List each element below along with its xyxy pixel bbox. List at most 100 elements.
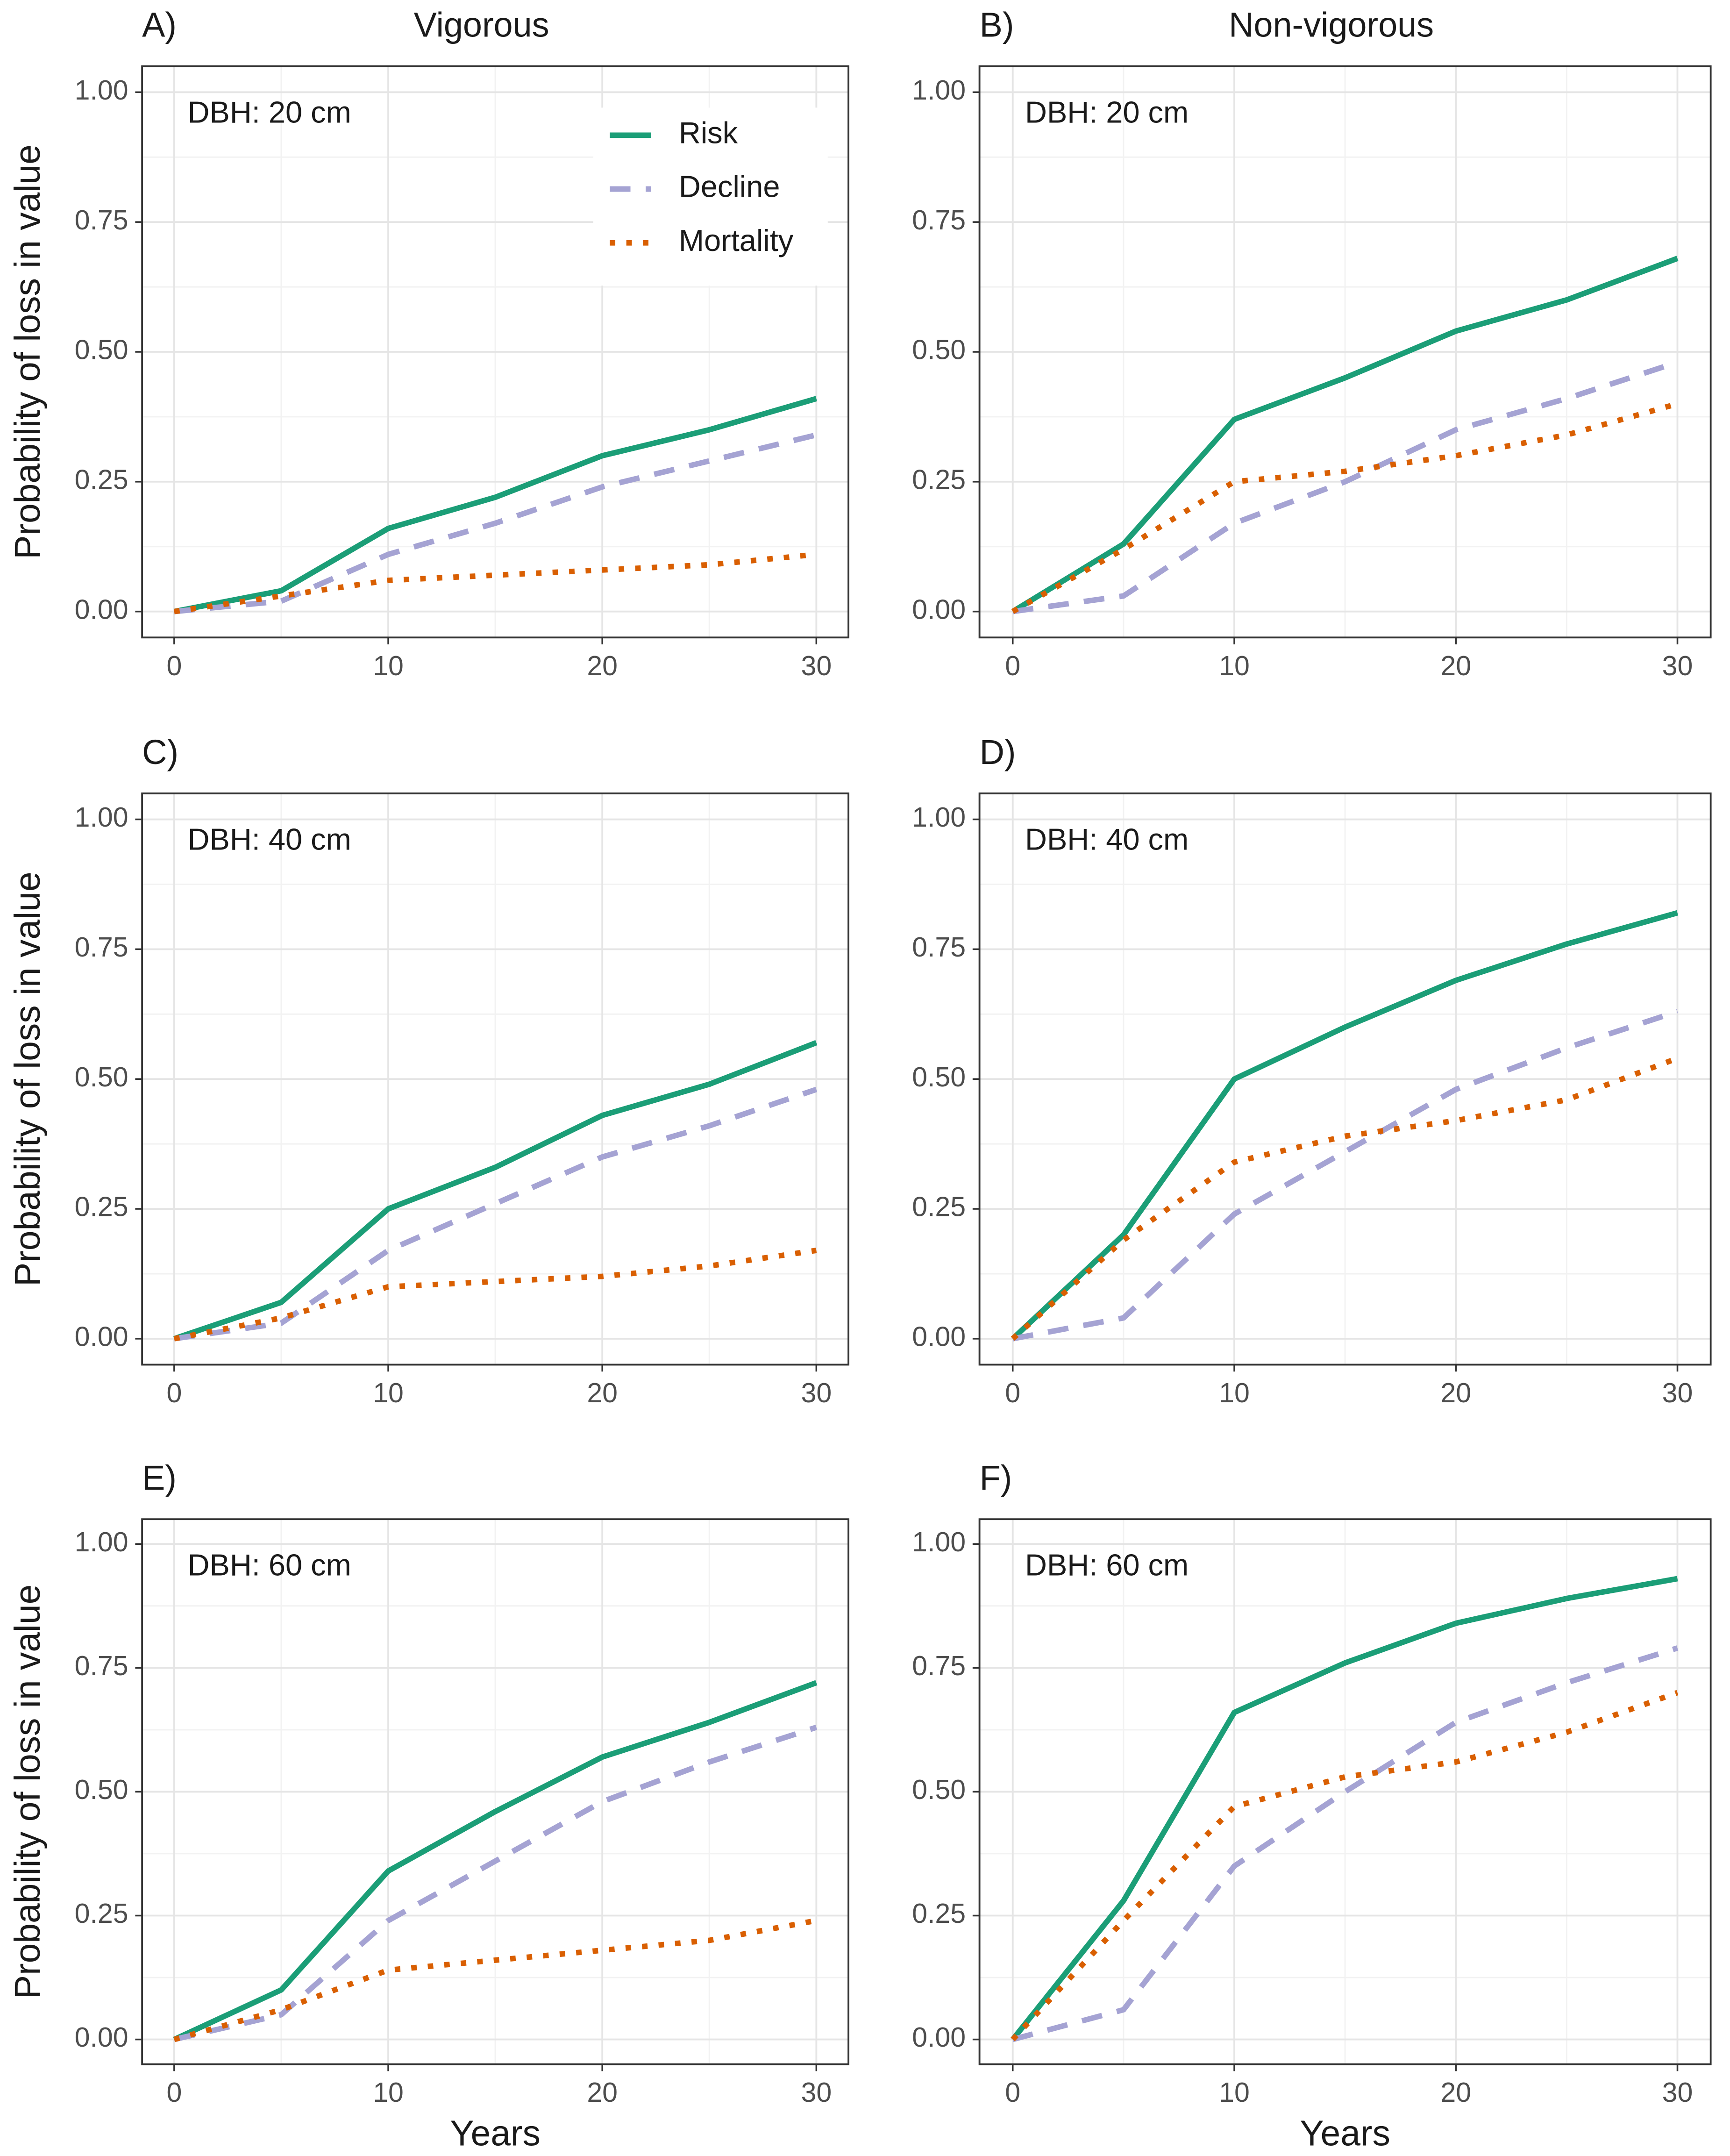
y-tick-label: 0.25 [912,1898,966,1929]
series-line [174,1086,818,1342]
plot-border [978,792,1712,1366]
x-tick-label: 0 [1005,2077,1020,2108]
panel-title: Vigorous [414,6,549,44]
series-line [1011,1690,1679,2042]
y-tick-label: 0.75 [75,1650,128,1681]
y-tick-label: 0.25 [75,1898,128,1929]
y-tick-label: 0.75 [912,205,966,236]
series-line [1012,1645,1679,2042]
annotation: DBH: 60 cm [1025,1548,1189,1582]
x-tick-label: 20 [587,650,618,681]
x-tick-label: 10 [1219,2077,1250,2108]
y-tick-label: 1.00 [912,75,966,106]
plot-border [141,792,849,1366]
y-tick-label: 0.50 [912,1774,966,1805]
plot-border [978,1518,1712,2065]
panel-label: A) [142,6,177,44]
y-tick-label: 0.50 [75,335,128,365]
y-tick-label: 1.00 [75,75,128,106]
annotation: DBH: 20 cm [1025,95,1189,129]
series-line [173,396,817,614]
x-tick-label: 20 [587,2077,618,2108]
y-tick-label: 0.25 [912,464,966,495]
y-tick-label: 0.00 [75,594,128,625]
y-tick-label: 0.50 [75,1774,128,1805]
x-tick-label: 0 [1005,1378,1020,1408]
y-tick-label: 0.25 [75,1192,128,1222]
series-line [173,1040,818,1342]
y-tick-label: 0.50 [75,1062,128,1092]
plot-border [978,65,1712,639]
x-tick-label: 30 [1662,650,1693,681]
x-tick-label: 30 [1662,2077,1693,2108]
x-tick-label: 0 [166,2077,182,2108]
series-line [1011,910,1679,1341]
x-tick-label: 0 [166,1378,182,1408]
y-tick-label: 0.00 [75,2022,128,2053]
x-tick-label: 20 [1440,1378,1471,1408]
plot-border [141,1518,849,2065]
y-tick-label: 0.00 [75,1321,128,1352]
plot-border [141,65,849,639]
x-axis-title: Years [1300,2113,1390,2153]
legend-label: Mortality [679,223,794,257]
annotation: DBH: 40 cm [188,822,351,856]
x-tick-label: 20 [1440,650,1471,681]
y-tick-label: 0.00 [912,594,966,625]
y-tick-label: 0.75 [912,1650,966,1681]
legend-label: Decline [679,170,780,204]
panel: 0 10 20 30 0.00 0.25 0.50 0.75 1.00 E) DBH: 60 cm P… [8,1458,849,2153]
x-tick-label: 10 [373,2077,404,2108]
x-axis-title: Years [450,2113,540,2153]
y-tick-label: 1.00 [75,1527,128,1557]
series-line [1011,1576,1678,2042]
x-tick-label: 10 [373,650,404,681]
x-tick-label: 30 [1662,1378,1693,1408]
series-line [173,1680,818,2042]
y-tick-label: 0.75 [75,932,128,963]
y-axis-title: Probability of loss in value [8,1585,48,1999]
x-tick-label: 30 [801,2077,832,2108]
y-axis-title: Probability of loss in value [8,871,48,1286]
x-tick-label: 30 [801,650,832,681]
series-line [1012,1009,1679,1342]
annotation: DBH: 60 cm [188,1548,351,1582]
x-tick-label: 20 [1440,2077,1471,2108]
y-tick-label: 1.00 [75,802,128,833]
x-tick-label: 30 [801,1378,832,1408]
y-tick-label: 0.00 [912,2022,966,2053]
panel-title: Non-vigorous [1229,6,1434,44]
annotation: DBH: 40 cm [1025,822,1189,856]
panel: 0 10 20 30 0.00 0.25 0.50 0.75 1.00 F) DBH: 60 cm Y… [912,1458,1712,2153]
x-tick-label: 10 [1219,1378,1250,1408]
panel-label: F) [980,1458,1012,1497]
panel: 0 10 20 30 0.00 0.25 0.50 0.75 1.00 D) DBH: 40 cm [912,733,1712,1408]
series-line [174,432,817,614]
legend-label: Risk [679,116,738,150]
series-line [173,1918,817,2042]
y-tick-label: 0.50 [912,335,966,365]
x-tick-label: 20 [587,1378,618,1408]
panel: 0 10 20 30 0.00 0.25 0.50 0.75 1.00 C) DBH: 40 cm P… [8,733,849,1408]
series-line [1011,256,1679,614]
series-line [1012,359,1679,614]
panel-label: C) [142,733,178,771]
x-tick-label: 0 [1005,650,1020,681]
series-line [1011,1056,1679,1341]
series-line [173,1724,818,2042]
x-tick-label: 10 [1219,650,1250,681]
panel: 0 10 20 30 0.00 0.25 0.50 0.75 1.00 B) Non-vigorou… [912,6,1712,681]
annotation: DBH: 20 cm [188,95,351,129]
y-tick-label: 0.50 [912,1062,966,1092]
y-tick-label: 1.00 [912,802,966,833]
x-tick-label: 0 [166,650,182,681]
panel: 0 10 20 30 0.00 0.25 0.50 0.75 1.00 A) Vigorous DBH… [8,6,849,681]
panel-label: E) [142,1458,177,1497]
y-tick-label: 0.75 [912,932,966,963]
y-tick-label: 0.00 [912,1321,966,1352]
series-line [1011,401,1679,614]
x-tick-label: 10 [373,1378,404,1408]
y-tick-label: 1.00 [912,1527,966,1557]
y-axis-title: Probability of loss in value [8,144,48,559]
